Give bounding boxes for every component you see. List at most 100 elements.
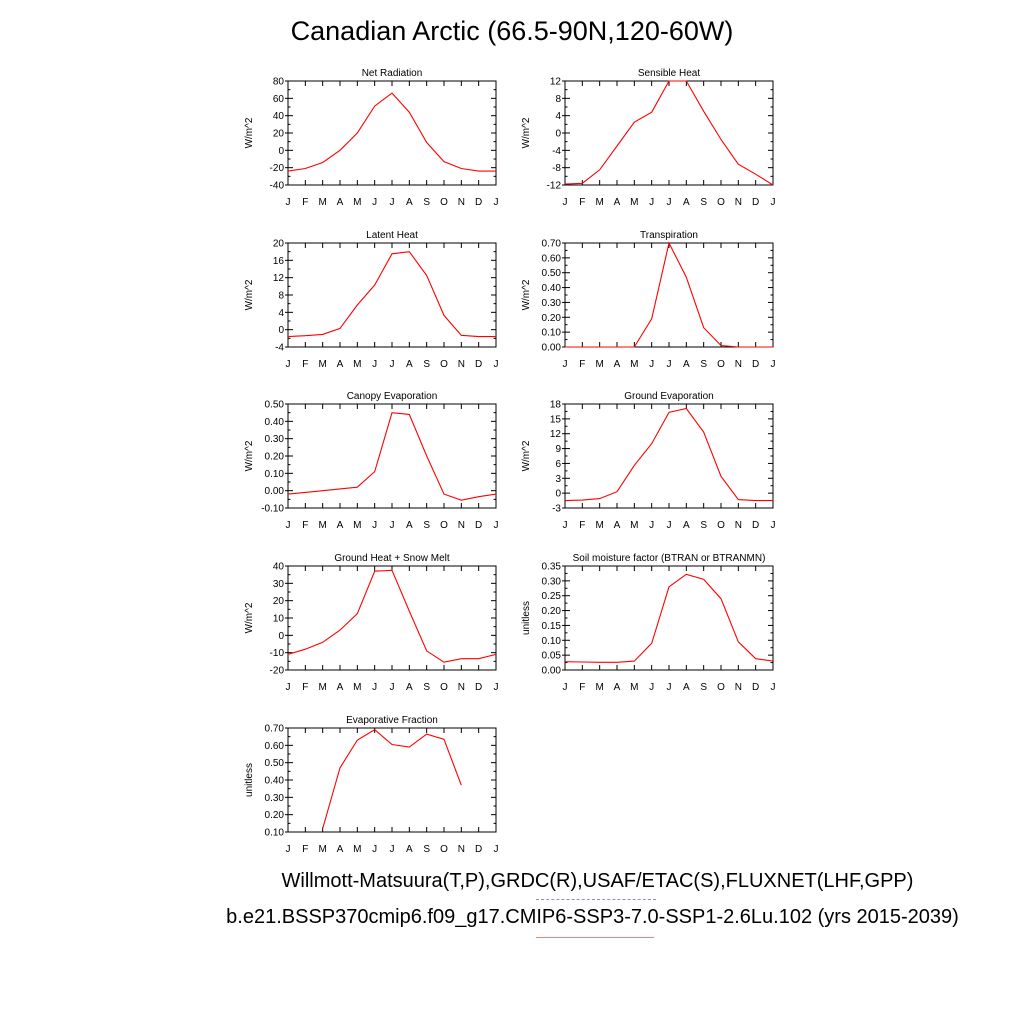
x-tick-label: J (286, 197, 291, 208)
y-tick-label: 6 (555, 459, 561, 470)
x-tick-label: A (614, 682, 621, 693)
y-tick-label: 8 (278, 291, 284, 302)
y-tick-label: 20 (273, 239, 285, 250)
x-tick-label: D (475, 682, 482, 693)
y-tick-label: 0.35 (542, 562, 562, 573)
y-tick-label: 60 (273, 94, 285, 105)
x-tick-label: J (494, 520, 499, 531)
y-tick-label: -8 (552, 163, 561, 174)
y-tick-label: 20 (273, 129, 285, 140)
x-tick-label: D (752, 520, 759, 531)
y-tick-label: 0.40 (542, 283, 562, 294)
x-tick-label: A (683, 197, 690, 208)
x-tick-label: J (494, 197, 499, 208)
x-tick-label: M (318, 359, 326, 370)
case-name: b.e21.BSSP370cmip6.f09_g17.CMIP6-SSP3-7.… (226, 906, 959, 928)
x-tick-label: F (579, 197, 585, 208)
y-tick-label: 0.15 (542, 621, 562, 632)
series-line (287, 92, 496, 172)
y-tick-label: 0 (278, 631, 284, 642)
y-tick-label: -3 (552, 504, 561, 515)
y-tick-label: 0.40 (265, 776, 285, 787)
plot-title: Ground Heat + Snow Melt (334, 553, 450, 564)
y-tick-label: 20 (273, 596, 285, 607)
x-tick-label: J (372, 359, 377, 370)
x-tick-label: A (337, 520, 344, 531)
plot-title: Canopy Evaporation (347, 391, 438, 402)
x-tick-label: A (406, 844, 413, 855)
series-line (287, 569, 497, 663)
x-tick-label: J (563, 520, 568, 531)
x-tick-label: A (406, 197, 413, 208)
x-tick-label: D (475, 520, 482, 531)
x-tick-label: N (458, 197, 465, 208)
series-line (287, 412, 497, 501)
series-line (564, 80, 774, 186)
x-tick-label: J (667, 682, 672, 693)
y-tick-label: 0.50 (265, 758, 285, 769)
x-tick-label: N (735, 359, 742, 370)
plot-title: Latent Heat (366, 230, 418, 241)
y-tick-label: 80 (273, 77, 285, 88)
x-tick-label: J (372, 844, 377, 855)
x-tick-label: J (667, 520, 672, 531)
y-axis-label: unitless (244, 763, 255, 797)
x-tick-label: J (494, 682, 499, 693)
y-axis-label: W/m^2 (521, 440, 532, 471)
x-tick-label: O (717, 520, 725, 531)
x-tick-label: J (286, 359, 291, 370)
x-tick-label: J (563, 359, 568, 370)
x-tick-label: A (614, 520, 621, 531)
x-tick-label: O (440, 682, 448, 693)
y-tick-label: -40 (270, 181, 285, 192)
x-tick-label: A (683, 520, 690, 531)
x-tick-label: S (700, 682, 707, 693)
x-tick-label: J (649, 682, 654, 693)
y-tick-label: 15 (550, 414, 562, 425)
y-tick-label: 16 (273, 256, 285, 267)
x-tick-label: N (735, 197, 742, 208)
y-axis-label: W/m^2 (244, 279, 255, 310)
y-tick-label: 0.00 (265, 486, 285, 497)
y-tick-label: 0.50 (542, 268, 562, 279)
series-line (564, 407, 773, 502)
x-tick-label: A (337, 359, 344, 370)
y-tick-label: 4 (278, 308, 284, 319)
y-tick-label: 0 (555, 129, 561, 140)
plot-frame (564, 242, 774, 348)
x-tick-label: M (595, 359, 603, 370)
x-tick-label: A (614, 359, 621, 370)
x-tick-label: M (630, 682, 638, 693)
plot-frame (287, 727, 497, 833)
y-tick-label: 0.30 (265, 793, 285, 804)
x-tick-label: A (337, 844, 344, 855)
x-tick-label: J (286, 682, 291, 693)
x-tick-label: J (667, 197, 672, 208)
x-tick-label: F (579, 359, 585, 370)
x-tick-label: N (458, 844, 465, 855)
x-tick-label: S (423, 520, 430, 531)
y-tick-label: 0.60 (265, 741, 285, 752)
x-tick-label: J (390, 844, 395, 855)
y-tick-label: -10 (270, 648, 285, 659)
y-tick-label: 0.10 (265, 828, 285, 839)
x-tick-label: A (337, 682, 344, 693)
x-tick-label: N (458, 359, 465, 370)
x-tick-label: J (649, 359, 654, 370)
y-tick-label: -4 (275, 343, 284, 354)
plot-frame (287, 242, 497, 348)
plot-frame (564, 80, 774, 186)
x-tick-label: J (372, 197, 377, 208)
series-line (287, 251, 496, 338)
y-tick-label: 40 (273, 111, 285, 122)
x-tick-label: A (683, 359, 690, 370)
x-tick-label: O (440, 520, 448, 531)
y-tick-label: 0.10 (265, 469, 285, 480)
y-tick-label: 0.50 (265, 400, 285, 411)
y-tick-label: 10 (273, 614, 285, 625)
y-tick-label: 0.05 (542, 651, 562, 662)
x-tick-label: M (630, 359, 638, 370)
plot-frame (287, 403, 497, 509)
x-tick-label: O (717, 359, 725, 370)
x-tick-label: S (700, 520, 707, 531)
